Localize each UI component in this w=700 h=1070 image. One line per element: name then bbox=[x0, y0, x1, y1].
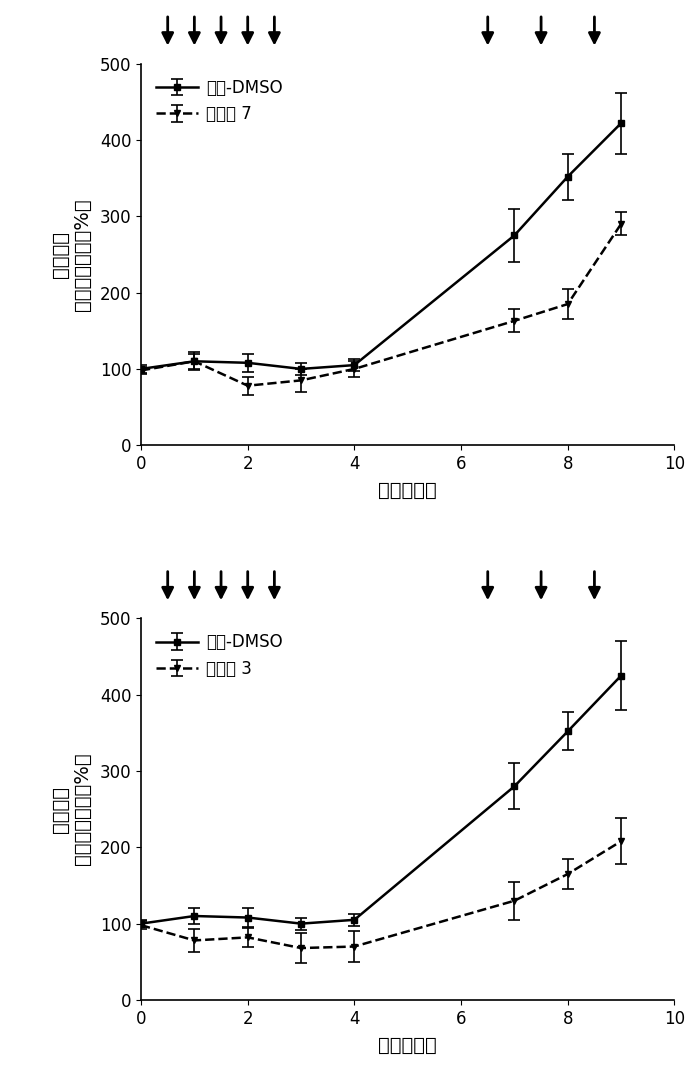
Legend: 对照-DMSO, 化合物 7: 对照-DMSO, 化合物 7 bbox=[149, 72, 289, 129]
X-axis label: 时间（天）: 时间（天） bbox=[379, 1036, 437, 1055]
Text: 肟瘤体积
（处理前体积的%）: 肟瘤体积 （处理前体积的%） bbox=[51, 198, 92, 310]
X-axis label: 时间（天）: 时间（天） bbox=[379, 482, 437, 501]
Legend: 对照-DMSO, 化合物 3: 对照-DMSO, 化合物 3 bbox=[149, 627, 289, 685]
Text: 肟瘤体积
（处理前体积的%）: 肟瘤体积 （处理前体积的%） bbox=[51, 753, 92, 866]
